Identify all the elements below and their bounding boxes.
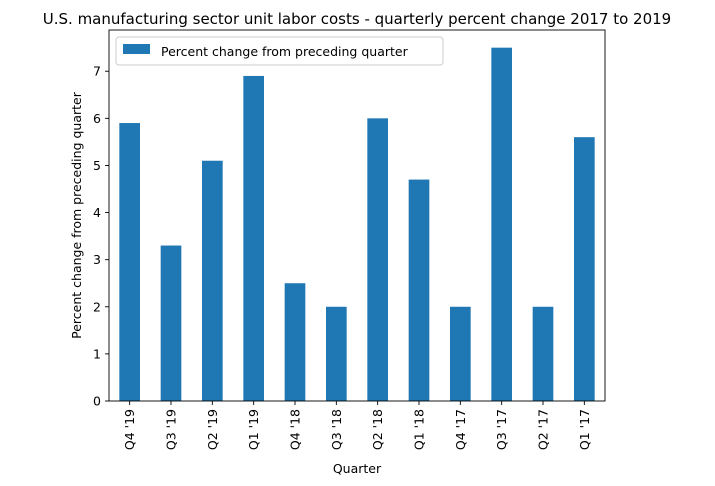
y-tick-label: 2 bbox=[93, 299, 101, 314]
x-tick-label: Q3 '18 bbox=[329, 409, 344, 450]
chart-title: U.S. manufacturing sector unit labor cos… bbox=[43, 10, 671, 28]
x-tick-label: Q3 '17 bbox=[494, 409, 509, 450]
bar bbox=[326, 306, 347, 401]
y-tick-label: 3 bbox=[93, 252, 101, 267]
x-axis: Q4 '19 Q3 '19 Q2 '19 Q1 '19 Q4 '18 Q3 '18 Q2 '… bbox=[122, 401, 592, 450]
x-tick-label: Q4 '18 bbox=[288, 409, 303, 450]
x-tick-label: Q4 '17 bbox=[453, 409, 468, 450]
x-tick-label: Q3 '19 bbox=[164, 409, 179, 450]
bar bbox=[491, 47, 512, 402]
bar bbox=[243, 75, 264, 401]
bar bbox=[450, 306, 471, 401]
x-axis-label: Quarter bbox=[333, 461, 382, 476]
y-axis-label: Percent change from preceding quarter bbox=[69, 91, 84, 339]
bar bbox=[408, 179, 430, 401]
bar bbox=[367, 118, 388, 401]
legend-label: Percent change from preceding quarter bbox=[161, 44, 409, 59]
bar bbox=[532, 306, 554, 401]
x-tick-label: Q4 '19 bbox=[122, 409, 137, 450]
legend-swatch bbox=[123, 44, 150, 54]
bar bbox=[284, 283, 306, 401]
x-tick-label: Q2 '19 bbox=[205, 409, 220, 450]
bar bbox=[202, 160, 223, 401]
legend: Percent change from preceding quarter bbox=[115, 36, 444, 66]
bar bbox=[574, 137, 595, 401]
bar bbox=[119, 123, 140, 402]
x-tick-label: Q1 '17 bbox=[577, 409, 592, 450]
y-tick-label: 7 bbox=[93, 64, 101, 79]
y-axis: 0 1 2 3 4 5 6 7 bbox=[93, 64, 109, 409]
x-tick-label: Q1 '19 bbox=[246, 409, 261, 450]
y-tick-label: 4 bbox=[93, 205, 101, 220]
y-tick-label: 6 bbox=[93, 111, 101, 126]
plot-frame bbox=[108, 29, 606, 402]
bars bbox=[119, 47, 595, 402]
x-tick-label: Q2 '18 bbox=[370, 409, 385, 450]
y-tick-label: 1 bbox=[93, 346, 101, 361]
y-tick-label: 5 bbox=[93, 158, 101, 173]
x-tick-label: Q2 '17 bbox=[536, 409, 551, 450]
y-tick-label: 0 bbox=[93, 394, 101, 409]
x-tick-label: Q1 '18 bbox=[412, 409, 427, 450]
legend-box bbox=[115, 36, 444, 66]
bar bbox=[160, 245, 182, 401]
